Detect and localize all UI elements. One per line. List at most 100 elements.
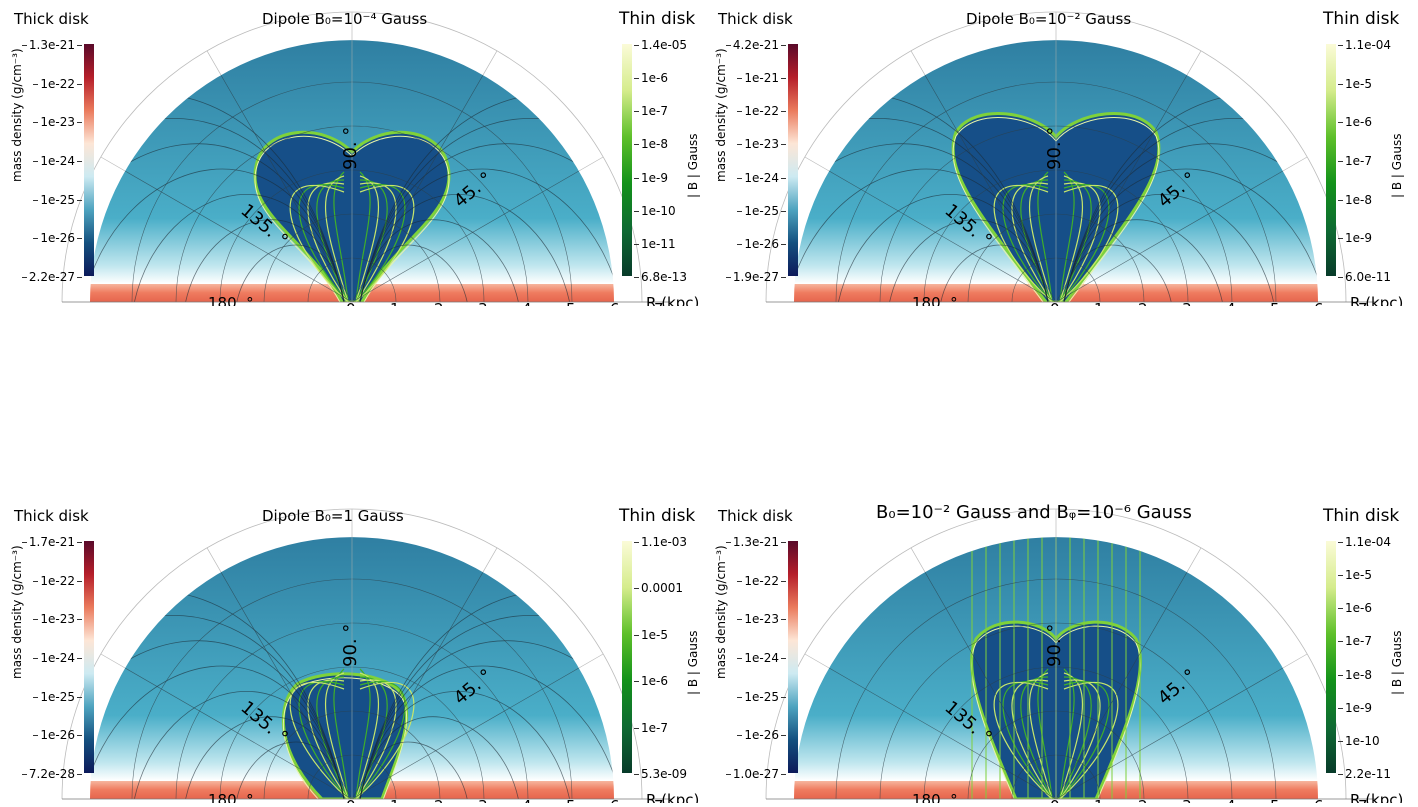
field-tick-label: 2.2e-11 — [1338, 767, 1391, 781]
field-tick-label: 1e-9 — [634, 171, 668, 185]
density-colorbar — [84, 44, 94, 276]
plot-canvas — [61, 508, 672, 800]
radial-tick-label: 6. — [610, 797, 624, 803]
field-tick-label: 1e-9 — [1338, 231, 1372, 245]
angle-label-180: 180. ° — [912, 791, 958, 803]
radial-tick-label: 3. — [1182, 300, 1196, 306]
density-axis-label: mass density (g/cm⁻³) — [10, 48, 24, 182]
field-tick-label: 0.0001 — [634, 581, 683, 595]
field-tick-label: 1e-5 — [1338, 568, 1372, 582]
radial-tick-label: 0. — [1050, 300, 1064, 306]
density-tick-label: 1e-21 — [737, 71, 786, 85]
density-tick-label: 1e-22 — [33, 77, 82, 91]
density-axis-label: mass density (g/cm⁻³) — [10, 545, 24, 679]
angle-label-180: 180. ° — [208, 791, 254, 803]
field-tick-label: 1e-5 — [634, 628, 668, 642]
density-colorbar — [788, 541, 798, 773]
left-header: Thick disk — [718, 507, 793, 525]
field-tick-label: 1e-10 — [634, 204, 676, 218]
density-tick-label: 1e-25 — [737, 204, 786, 218]
density-tick-label: 1e-24 — [33, 651, 82, 665]
angle-label-90: 90. ° — [1044, 126, 1065, 170]
density-colorbar — [84, 541, 94, 773]
field-colorbar — [1326, 44, 1336, 276]
panel-title: Dipole B₀=1 Gauss — [262, 507, 404, 525]
density-tick-label: 1e-24 — [737, 651, 786, 665]
density-tick-label: 1e-24 — [33, 154, 82, 168]
density-tick-label: 7.2e-28 — [22, 767, 82, 781]
radial-tick-label: 3. — [478, 797, 492, 803]
field-axis-label: | B | Gauss — [686, 133, 700, 198]
right-header: Thin disk — [619, 506, 696, 526]
density-tick-label: 2.2e-27 — [22, 270, 82, 284]
density-tick-label: 1e-24 — [737, 171, 786, 185]
radial-tick-label: 7. — [1358, 797, 1372, 803]
angle-label-180: 180. ° — [912, 294, 958, 306]
radial-tick-label: 2. — [1138, 797, 1152, 803]
plot-canvas — [765, 11, 1376, 303]
angle-label-180: 180. ° — [208, 294, 254, 306]
panel-title: Dipole B₀=10⁻⁴ Gauss — [262, 10, 428, 28]
left-header: Thick disk — [14, 507, 89, 525]
density-tick-label: 1e-22 — [737, 104, 786, 118]
field-tick-label: 1.1e-04 — [1338, 38, 1391, 52]
radial-axis-label: R (kpc) — [1350, 294, 1404, 306]
field-axis-label: | B | Gauss — [1390, 630, 1404, 695]
radial-tick-label: 2. — [434, 300, 448, 306]
field-tick-label: 1e-11 — [634, 237, 676, 251]
density-tick-label: 1e-23 — [737, 612, 786, 626]
radial-tick-label: 0. — [346, 300, 360, 306]
field-tick-label: 1e-7 — [634, 104, 668, 118]
field-axis-label: | B | Gauss — [686, 630, 700, 695]
field-tick-label: 1e-9 — [1338, 701, 1372, 715]
angle-label-90: 90. ° — [340, 623, 361, 667]
density-tick-label: 1e-23 — [737, 137, 786, 151]
density-tick-label: 1e-26 — [737, 237, 786, 251]
field-tick-label: 1e-6 — [634, 674, 668, 688]
field-tick-label: 1e-8 — [634, 137, 668, 151]
field-tick-label: 1e-7 — [1338, 154, 1372, 168]
density-tick-label: 1e-26 — [33, 728, 82, 742]
radial-axis-label: R (kpc) — [1350, 791, 1404, 803]
radial-tick-label: 1. — [390, 797, 404, 803]
field-tick-label: 1e-10 — [1338, 734, 1380, 748]
right-header: Thin disk — [619, 9, 696, 29]
density-tick-label: 1e-26 — [33, 231, 82, 245]
field-tick-label: 5.3e-09 — [634, 767, 687, 781]
left-header: Thick disk — [14, 10, 89, 28]
density-tick-label: 1e-22 — [33, 574, 82, 588]
panel-title: B₀=10⁻² Gauss and Bᵩ=10⁻⁶ Gauss — [876, 502, 1192, 523]
radial-tick-label: 5. — [1270, 797, 1284, 803]
panel-top-left: Thick disk Thin disk Dipole B₀=10⁻⁴ Gauss 1… — [0, 0, 702, 306]
density-tick-label: 1.7e-21 — [22, 535, 82, 549]
field-tick-label: 1.1e-04 — [1338, 535, 1391, 549]
field-colorbar — [622, 44, 632, 276]
radial-tick-label: 6. — [1314, 797, 1328, 803]
field-tick-label: 1e-8 — [1338, 668, 1372, 682]
left-header: Thick disk — [718, 10, 793, 28]
panel-bottom-left: Thick disk Thin disk Dipole B₀=1 Gauss 1.7e… — [0, 497, 702, 803]
radial-tick-label: 4. — [1226, 300, 1240, 306]
radial-tick-label: 3. — [1182, 797, 1196, 803]
density-tick-label: 1.3e-21 — [726, 535, 786, 549]
radial-tick-label: 5. — [1270, 300, 1284, 306]
density-tick-label: 4.2e-21 — [726, 38, 786, 52]
field-tick-label: 1e-7 — [1338, 634, 1372, 648]
density-tick-label: 1e-23 — [33, 115, 82, 129]
radial-tick-label: 7. — [1358, 300, 1372, 306]
density-tick-label: 1e-25 — [737, 690, 786, 704]
radial-tick-label: 1. — [1094, 797, 1108, 803]
field-tick-label: 1e-6 — [1338, 115, 1372, 129]
radial-tick-label: 1. — [390, 300, 404, 306]
angle-label-90: 90. ° — [1044, 623, 1065, 667]
field-tick-label: 1e-6 — [1338, 601, 1372, 615]
field-tick-label: 6.8e-13 — [634, 270, 687, 284]
radial-tick-label: 4. — [1226, 797, 1240, 803]
panel-bottom-right: Thick disk Thin disk B₀=10⁻² Gauss and Bᵩ=… — [704, 497, 1406, 803]
field-axis-label: | B | Gauss — [1390, 133, 1404, 198]
radial-axis-label: R (kpc) — [646, 294, 700, 306]
radial-tick-label: 6. — [1314, 300, 1328, 306]
radial-tick-label: 2. — [434, 797, 448, 803]
panel-top-right: Thick disk Thin disk Dipole B₀=10⁻² Gauss 4… — [704, 0, 1406, 306]
radial-tick-label: 1. — [1094, 300, 1108, 306]
